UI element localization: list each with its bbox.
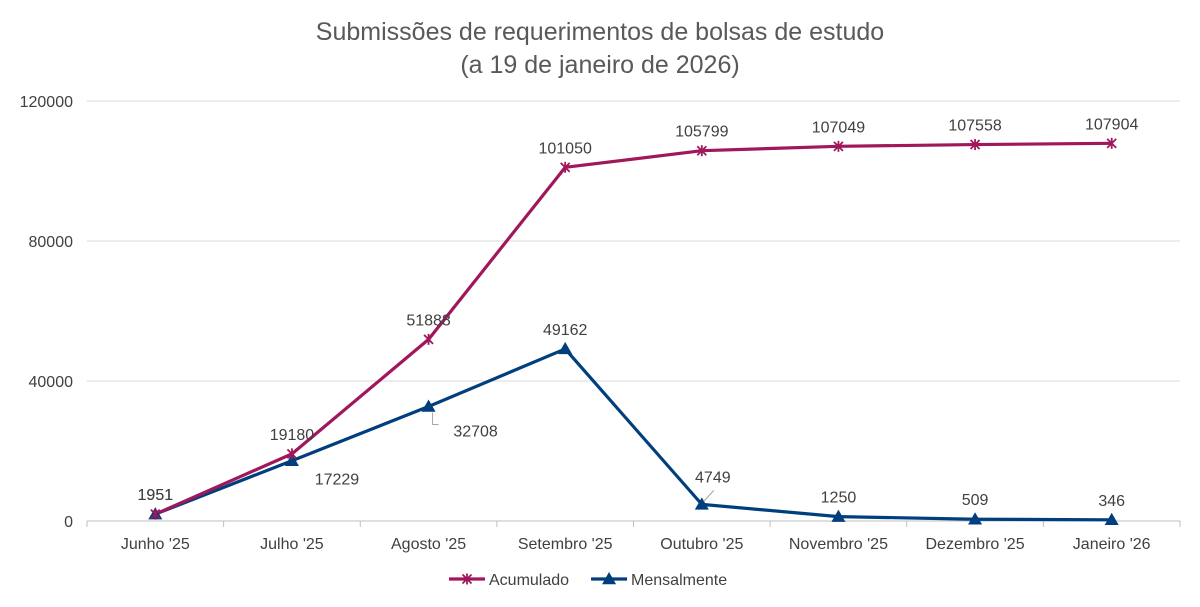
point-acumulado — [286, 448, 298, 460]
point-mensalmente — [558, 341, 573, 355]
point-acumulado — [696, 145, 707, 157]
legend-marker — [602, 572, 617, 585]
x-tick-label: Junho '25 — [121, 536, 190, 553]
point-acumulado — [1106, 137, 1117, 149]
point-mensalmente — [421, 399, 436, 412]
data-label-acumulado: 51888 — [406, 312, 451, 329]
point-acumulado — [150, 508, 161, 520]
x-tick-label: Setembro '25 — [518, 536, 613, 553]
label-leader-line — [432, 412, 439, 426]
y-tick-label: 120000 — [20, 94, 73, 111]
point-mensalmente — [694, 497, 709, 510]
y-tick-label: 40000 — [29, 374, 74, 391]
gridlines — [87, 100, 1180, 522]
data-label-acumulado: 107558 — [948, 118, 1001, 135]
x-tick-label: Janeiro '26 — [1073, 536, 1151, 553]
data-label-mensalmente: 1250 — [821, 490, 857, 507]
data-label-acumulado: 107049 — [812, 119, 865, 136]
data-label-mensalmente: 17229 — [315, 472, 360, 489]
x-axis-ticks: Junho '25 Julho '25 Agosto '25 Setembro '25… — [86, 521, 1181, 553]
data-label-acumulado: 101050 — [538, 140, 591, 157]
legend: Acumulado Mensalmente — [449, 572, 727, 589]
data-label-mensalmente: 509 — [962, 492, 989, 509]
data-label-mensalmente: 346 — [1098, 493, 1125, 510]
chart-title: Submissões de requerimentos de bolsas de… — [316, 18, 884, 46]
legend-label: Acumulado — [489, 572, 569, 589]
data-label-acumulado: 105799 — [675, 124, 728, 141]
legend-marker — [461, 573, 473, 585]
data-label-acumulado: 1951 — [138, 487, 174, 504]
point-acumulado — [423, 333, 434, 345]
x-tick-label: Novembro '25 — [789, 536, 888, 553]
data-label-mensalmente: 1951 — [138, 487, 174, 504]
data-label-acumulado: 19180 — [270, 427, 315, 444]
label-leader-line — [703, 490, 715, 502]
point-acumulado — [969, 139, 981, 151]
point-mensalmente — [831, 509, 846, 522]
legend-label: Mensalmente — [631, 572, 727, 589]
series-line-acumulado — [154, 141, 1112, 516]
legend-item-mensalmente: Mensalmente — [591, 572, 727, 589]
series-group — [148, 137, 1119, 526]
point-mensalmente — [1104, 512, 1119, 526]
y-tick-label: 0 — [64, 514, 73, 531]
point-mensalmente — [968, 512, 983, 525]
y-tick-label: 80000 — [29, 234, 74, 251]
data-label-acumulado: 107904 — [1085, 116, 1138, 133]
legend-item-acumulado: Acumulado — [449, 572, 569, 589]
data-label-mensalmente: 49162 — [543, 322, 588, 339]
x-tick-label: Julho '25 — [260, 536, 324, 553]
point-acumulado — [833, 140, 844, 152]
x-tick-label: Agosto '25 — [391, 536, 466, 553]
point-mensalmente — [284, 453, 299, 466]
series-line-mensalmente — [154, 347, 1112, 522]
data-label-mensalmente: 32708 — [453, 424, 498, 441]
x-tick-label: Outubro '25 — [660, 536, 743, 553]
y-axis-ticks: 0 40000 80000 120000 — [20, 94, 73, 531]
chart-subtitle: (a 19 de janeiro de 2026) — [460, 51, 739, 79]
point-acumulado — [560, 161, 571, 173]
data-label-mensalmente: 4749 — [695, 469, 731, 486]
x-tick-label: Dezembro '25 — [926, 536, 1025, 553]
